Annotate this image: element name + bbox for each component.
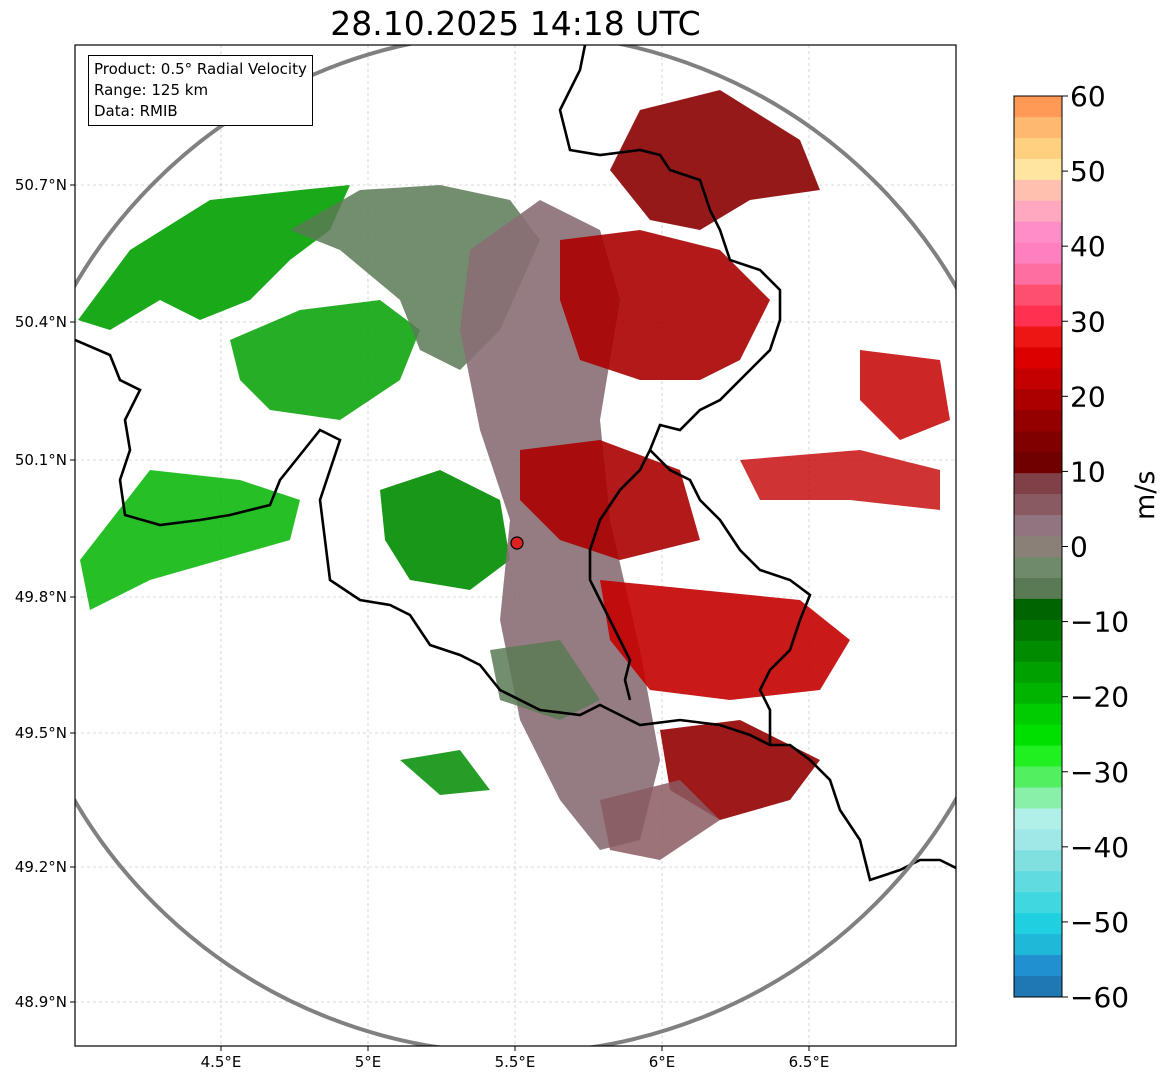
colorbar-segment bbox=[1014, 96, 1062, 118]
colorbar-tick-label: 20 bbox=[1070, 380, 1106, 413]
colorbar-tick-label: 30 bbox=[1070, 305, 1106, 338]
x-tick-label: 4.5°E bbox=[201, 1053, 242, 1071]
colorbar bbox=[1013, 95, 1063, 998]
colorbar-segment bbox=[1014, 305, 1062, 327]
echo-red-northeast bbox=[610, 90, 820, 230]
y-tick-label: 50.7°N bbox=[15, 176, 67, 194]
x-tick-label: 5.5°E bbox=[495, 1053, 536, 1071]
colorbar-segment bbox=[1014, 577, 1062, 600]
country-borders bbox=[75, 45, 956, 882]
colorbar-ticks: 60 50 40 30 20 10 0 −10 −20 −30 −40 −50 −60 bbox=[1062, 80, 1129, 1014]
border-east bbox=[558, 45, 782, 701]
colorbar-segment bbox=[1014, 787, 1062, 809]
echo-red-east-band bbox=[740, 450, 940, 510]
y-tick-label: 49.5°N bbox=[15, 724, 67, 742]
colorbar-segment bbox=[1014, 179, 1062, 202]
colorbar-segment bbox=[1014, 619, 1062, 642]
y-tick-label: 50.1°N bbox=[15, 451, 67, 469]
colorbar-segment bbox=[1014, 242, 1062, 265]
echo-green-northwest bbox=[78, 185, 350, 330]
x-tick-label: 6°E bbox=[649, 1053, 676, 1071]
y-tick-label: 50.4°N bbox=[15, 313, 67, 331]
colorbar-segment bbox=[1014, 494, 1062, 516]
colorbar-segment bbox=[1014, 137, 1062, 160]
info-data-source: Data: RMIB bbox=[94, 102, 178, 120]
border-lux bbox=[649, 449, 812, 745]
echo-green-core bbox=[380, 470, 510, 590]
colorbar-segment bbox=[1014, 955, 1062, 977]
colorbar-segment bbox=[1014, 116, 1062, 139]
colorbar-segment bbox=[1014, 556, 1062, 579]
echo-green-south bbox=[400, 750, 490, 795]
colorbar-tick-label: −40 bbox=[1070, 831, 1129, 864]
colorbar-tick-label: 10 bbox=[1070, 455, 1106, 488]
map-title: 28.10.2025 14:18 UTC bbox=[330, 4, 701, 43]
info-product: Product: 0.5° Radial Velocity bbox=[94, 60, 307, 78]
colorbar-tick-label: 50 bbox=[1070, 155, 1106, 188]
echo-red-east-north bbox=[560, 230, 770, 380]
x-tick-label: 5°E bbox=[355, 1053, 382, 1071]
colorbar-segment bbox=[1014, 515, 1062, 537]
colorbar-tick-label: −20 bbox=[1070, 681, 1129, 714]
colorbar-segment bbox=[1014, 598, 1062, 621]
colorbar-segment bbox=[1014, 913, 1062, 935]
colorbar-segment bbox=[1014, 452, 1062, 474]
colorbar-tick-label: −50 bbox=[1070, 906, 1129, 939]
colorbar-tick-label: 0 bbox=[1070, 531, 1088, 564]
colorbar-segment bbox=[1014, 892, 1062, 914]
colorbar-tick-label: −10 bbox=[1070, 606, 1129, 639]
colorbar-segment bbox=[1014, 703, 1062, 726]
colorbar-segment bbox=[1014, 934, 1062, 956]
colorbar-tick-label: 40 bbox=[1070, 230, 1106, 263]
echo-red-east-mid bbox=[600, 580, 850, 700]
y-tick-label: 48.9°N bbox=[15, 993, 67, 1011]
colorbar-segment bbox=[1014, 221, 1062, 244]
colorbar-segment bbox=[1014, 368, 1062, 390]
echo-green-west bbox=[80, 470, 300, 610]
echo-mauve-south bbox=[600, 780, 720, 860]
border-north bbox=[75, 338, 956, 882]
y-tick-label: 49.8°N bbox=[15, 588, 67, 606]
colorbar-segment bbox=[1014, 682, 1062, 705]
map-panel[interactable] bbox=[5, 33, 1025, 1053]
y-axis-ticks: 50.7°N 50.4°N 50.1°N 49.8°N 49.5°N 49.2°… bbox=[15, 176, 75, 1011]
colorbar-segment bbox=[1014, 200, 1062, 223]
y-tick-label: 49.2°N bbox=[15, 858, 67, 876]
colorbar-segment bbox=[1014, 976, 1062, 998]
echo-red-far-east bbox=[860, 350, 950, 440]
colorbar-segment bbox=[1014, 284, 1062, 307]
colorbar-segment bbox=[1014, 640, 1062, 663]
colorbar-segment bbox=[1014, 724, 1062, 747]
colorbar-tick-label: −30 bbox=[1070, 756, 1129, 789]
colorbar-tick-label: 60 bbox=[1070, 80, 1106, 113]
colorbar-segment bbox=[1014, 158, 1062, 181]
colorbar-segment bbox=[1014, 829, 1062, 851]
colorbar-segment bbox=[1014, 431, 1062, 453]
colorbar-segment bbox=[1014, 745, 1062, 768]
colorbar-segment bbox=[1014, 766, 1062, 788]
info-range: Range: 125 km bbox=[94, 81, 209, 99]
colorbar-segment bbox=[1014, 473, 1062, 495]
colorbar-segment bbox=[1014, 871, 1062, 893]
colorbar-segment bbox=[1014, 850, 1062, 872]
colorbar-segment bbox=[1014, 326, 1062, 348]
colorbar-segment bbox=[1014, 263, 1062, 286]
colorbar-unit-label: m/s bbox=[1130, 470, 1161, 520]
colorbar-segment bbox=[1014, 661, 1062, 684]
colorbar-segment bbox=[1014, 389, 1062, 411]
colorbar-tick-label: −60 bbox=[1070, 981, 1129, 1014]
velocity-echoes bbox=[78, 90, 950, 860]
x-axis-ticks: 4.5°E 5°E 5.5°E 6°E 6.5°E bbox=[201, 1046, 830, 1071]
colorbar-segment bbox=[1014, 410, 1062, 432]
colorbar-segment bbox=[1014, 808, 1062, 830]
radar-site-marker bbox=[510, 536, 524, 550]
colorbar-segment bbox=[1014, 536, 1062, 558]
echo-green-central bbox=[230, 300, 420, 420]
echo-red-center bbox=[520, 440, 700, 560]
x-tick-label: 6.5°E bbox=[789, 1053, 830, 1071]
colorbar-segment bbox=[1014, 347, 1062, 369]
product-info-box: Product: 0.5° Radial Velocity Range: 125… bbox=[88, 55, 313, 126]
